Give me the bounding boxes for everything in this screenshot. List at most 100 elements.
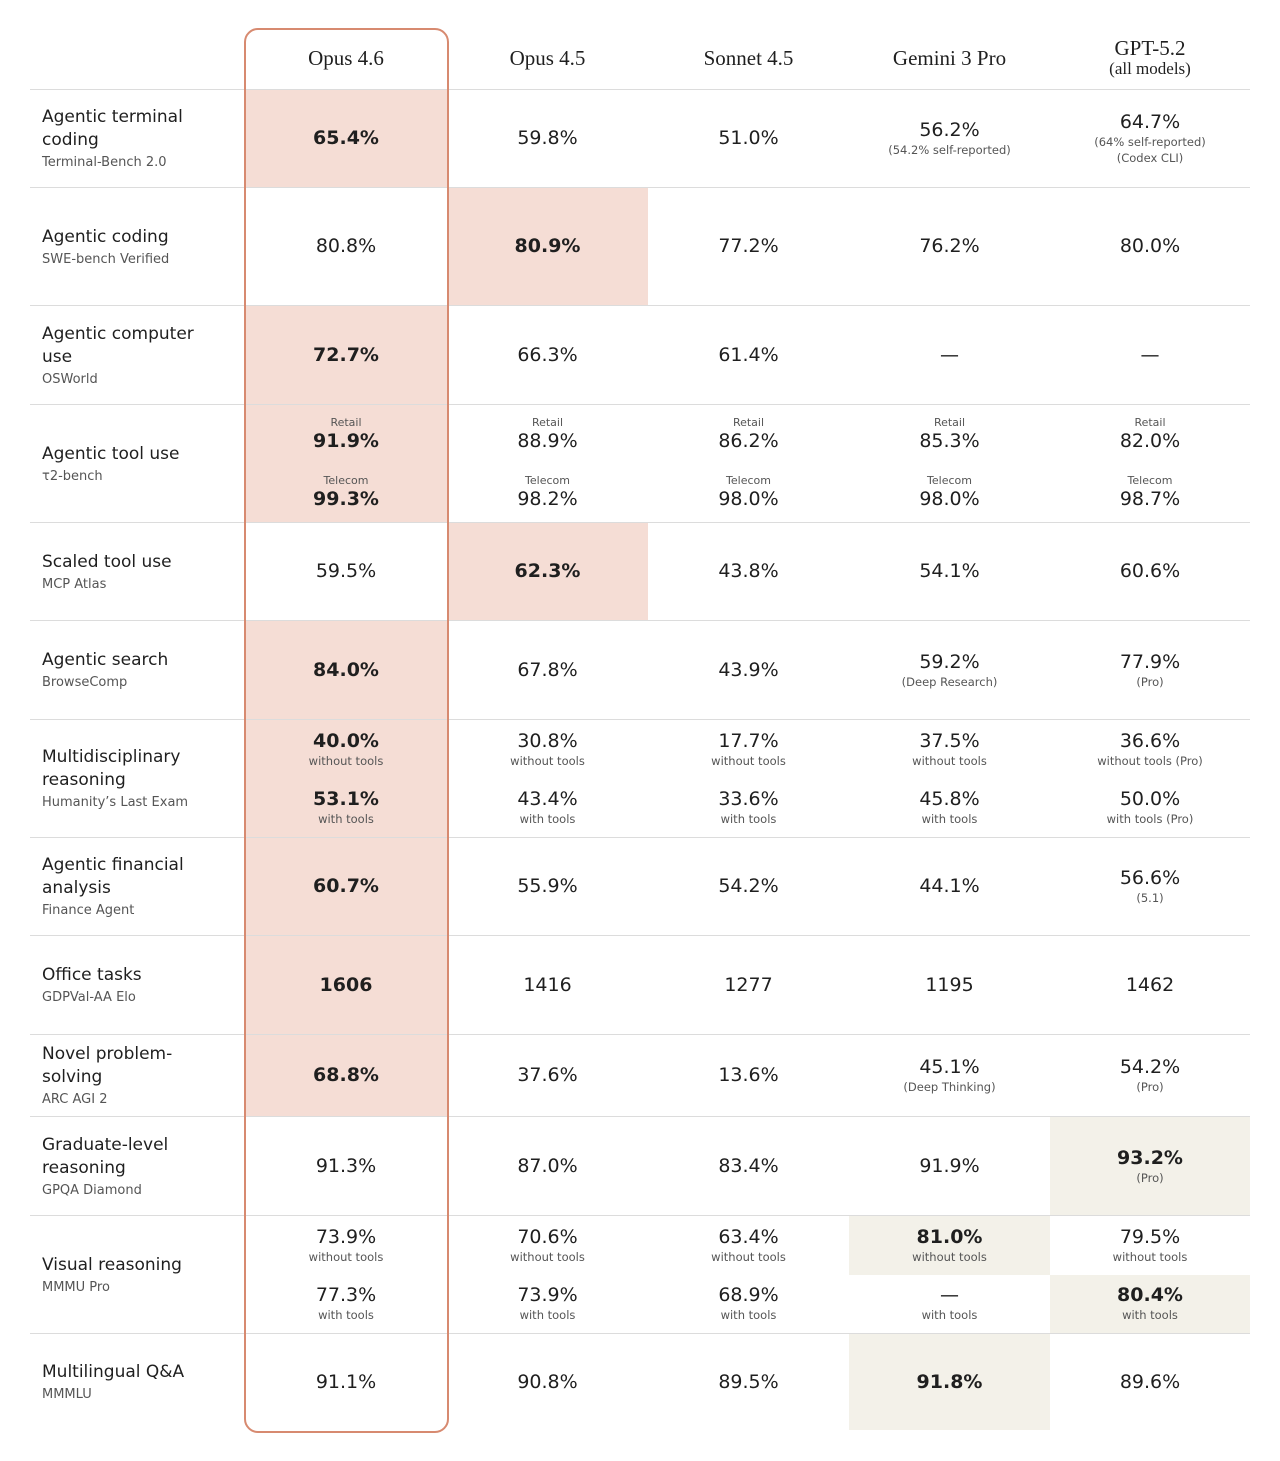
score-entry: 53.1% with tools (245, 779, 447, 838)
row-divider (30, 719, 1250, 720)
score-value: 91.9% (919, 1154, 980, 1177)
score-value: 59.5% (315, 560, 377, 582)
score-entry: 36.6% without tools (Pro) (1050, 720, 1250, 779)
score-cell: 1606 (245, 936, 447, 1034)
score-entry: 54.1% (849, 523, 1050, 620)
score-cell: 54.2% (Pro) (1050, 1035, 1250, 1116)
score-value: 59.8% (517, 127, 578, 149)
score-value: 44.1% (919, 875, 980, 897)
score-cell: Retail 85.3% Telecom 98.0% (849, 405, 1050, 522)
row-header: Agentic financial analysis Finance Agent (30, 837, 245, 935)
score-cell: 91.8% (849, 1334, 1050, 1430)
row-header: Agentic coding SWE-bench Verified (30, 187, 245, 305)
score-caption: Telecom (726, 474, 771, 488)
column-header: Sonnet 4.5 (648, 30, 849, 85)
row-divider (30, 1034, 1250, 1035)
score-value: 30.8% (517, 729, 578, 752)
score-cell: 80.0% (1050, 188, 1250, 305)
column-name: GPT-5.2 (1114, 35, 1186, 60)
score-entry: Retail 91.9% (245, 405, 447, 464)
score-entry: 80.4% with tools (1050, 1274, 1250, 1333)
score-cell: 68.8% (245, 1035, 447, 1116)
score-entry: 43.8% (648, 523, 849, 620)
score-note: (5.1) (1136, 891, 1164, 905)
score-value: 99.3% (313, 488, 379, 511)
row-header: Visual reasoning MMMU Pro (30, 1215, 245, 1333)
score-entry: 65.4% (245, 90, 447, 187)
score-note: without tools (1112, 1249, 1188, 1264)
score-value: 77.9% (1119, 650, 1181, 673)
score-caption: Retail (732, 415, 765, 429)
row-divider (30, 1116, 1250, 1117)
benchmark-task: Agentic financial analysis (42, 855, 184, 898)
score-value: 68.8% (313, 1064, 379, 1086)
score-entry: 91.8% (849, 1334, 1050, 1430)
score-entry: 54.2% (Pro) (1050, 1035, 1250, 1116)
score-cell: 81.0% without tools — with tools (849, 1216, 1050, 1333)
row-header: Agentic computer use OSWorld (30, 305, 245, 404)
score-value: 63.4% (718, 1225, 779, 1248)
score-cell: 89.6% (1050, 1334, 1250, 1430)
score-value: 61.4% (718, 343, 779, 366)
score-cell: 44.1% (849, 838, 1050, 935)
score-note: with tools (519, 812, 576, 827)
score-caption: Retail (330, 415, 362, 429)
score-entry: Retail 88.9% (447, 405, 648, 464)
score-cell: 80.9% (447, 188, 648, 305)
score-entry: 45.8% with tools (849, 779, 1050, 838)
score-cell: 59.5% (245, 523, 447, 620)
score-caption: Telecom (323, 474, 369, 488)
score-cell: Retail 82.0% Telecom 98.7% (1050, 405, 1250, 522)
row-header: Agentic tool use τ2-bench (30, 404, 245, 522)
score-entry: 61.4% (648, 306, 849, 404)
score-cell: 80.8% (245, 188, 447, 305)
score-note: without tools (510, 753, 585, 768)
score-entry: 45.1% (Deep Thinking) (849, 1035, 1050, 1116)
score-entry: 68.9% with tools (648, 1275, 849, 1334)
score-note: (Codex CLI) (1116, 151, 1184, 165)
score-value: 76.2% (919, 235, 980, 257)
score-note: without tools (308, 1249, 384, 1264)
score-value: 80.0% (1119, 235, 1181, 257)
benchmark-name: SWE-bench Verified (42, 251, 170, 267)
benchmark-task: Multilingual Q&A (42, 1362, 185, 1382)
score-cell: Retail 86.2% Telecom 98.0% (648, 405, 849, 522)
score-entry: 30.8% without tools (447, 720, 648, 779)
score-value: 45.8% (919, 788, 980, 811)
score-note: with tools (720, 812, 777, 827)
benchmark-name: GPQA Diamond (42, 1182, 142, 1198)
score-value: 91.3% (315, 1154, 377, 1177)
benchmark-name: OSWorld (42, 371, 98, 387)
score-value: 80.8% (315, 235, 377, 257)
score-note: with tools (921, 1308, 978, 1323)
score-entry: 51.0% (648, 90, 849, 187)
score-entry: 83.4% (648, 1117, 849, 1215)
row-header: Multidisciplinary reasoning Humanity’s La… (30, 719, 245, 837)
score-value: 83.4% (718, 1154, 779, 1177)
benchmark-name: Humanity’s Last Exam (42, 795, 189, 810)
benchmark-task: Novel problem-solving (42, 1044, 173, 1087)
score-note: without tools (308, 753, 384, 768)
score-value: 87.0% (517, 1154, 578, 1177)
score-value: 1277 (724, 973, 773, 996)
score-value: 98.0% (919, 488, 980, 511)
score-value: — (1140, 343, 1160, 366)
benchmark-task: Agentic tool use (42, 443, 180, 464)
score-entry: 84.0% (245, 621, 447, 719)
score-entry: 63.4% without tools (648, 1216, 849, 1275)
score-entry: 90.8% (447, 1334, 648, 1430)
score-value: 33.6% (718, 788, 779, 811)
score-cell: 60.7% (245, 838, 447, 935)
column-name: Sonnet 4.5 (703, 45, 794, 70)
score-caption: Retail (1134, 415, 1166, 429)
score-entry: 93.2% (Pro) (1050, 1117, 1250, 1215)
score-value: 80.4% (1117, 1284, 1183, 1307)
score-value: 56.6% (1119, 867, 1181, 889)
score-value: 91.1% (315, 1370, 377, 1393)
score-note: (Pro) (1136, 1170, 1164, 1185)
score-value: 62.3% (514, 560, 581, 582)
score-cell: 1462 (1050, 936, 1250, 1034)
score-value: 86.2% (718, 429, 779, 452)
score-value: 56.2% (919, 119, 980, 141)
score-entry: 72.7% (245, 306, 447, 404)
